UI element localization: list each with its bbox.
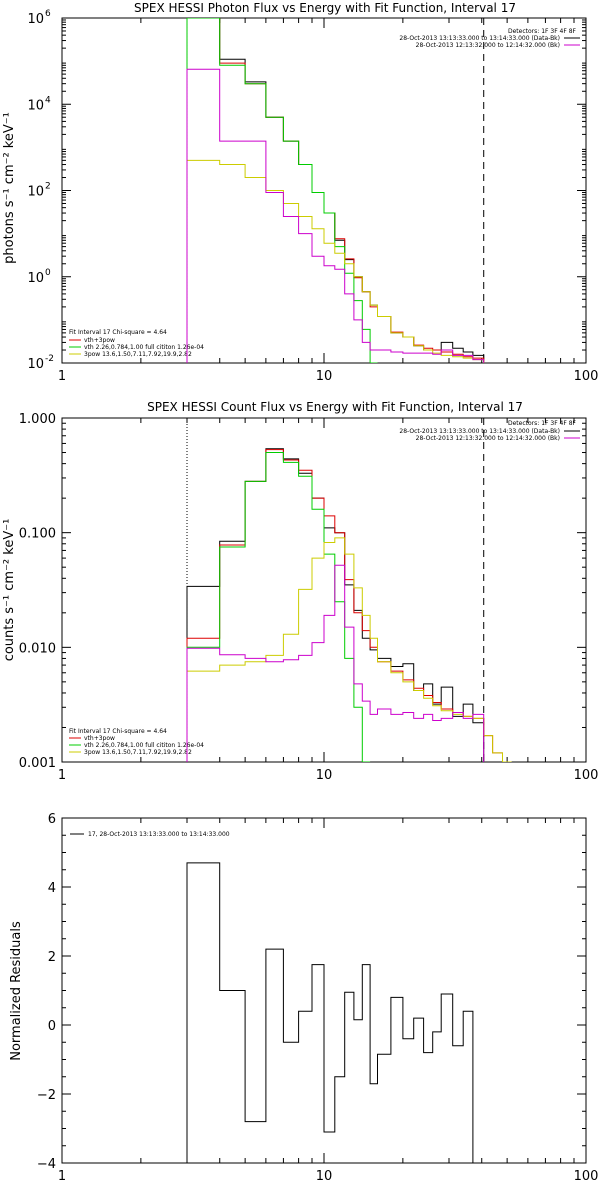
x-tick-label: 1 — [58, 369, 66, 384]
y-tick-exponent: 6 — [45, 9, 51, 19]
y-tick-label: 0.100 — [19, 527, 56, 542]
y-tick-label: 10 — [27, 357, 44, 372]
panel1-legend-tr-header: Detectors: 1F 3F 4F 8F — [508, 28, 577, 35]
plot-frame — [61, 417, 587, 763]
y-tick-label: 10 — [27, 98, 44, 113]
series-line-0 — [186, 862, 474, 1163]
y-tick-label: 1.000 — [19, 412, 56, 427]
y-tick-exponent: 4 — [45, 95, 51, 105]
residuals-panel: Normalized Residuals 17, 28-Oct-2013 13:… — [9, 812, 598, 1184]
panel1-legend-bl-entry-0: vth+3pow — [84, 337, 115, 344]
photon-flux-panel: SPEX HESSI Photon Flux vs Energy with Fi… — [2, 1, 598, 384]
y-tick-label: 0.001 — [19, 756, 56, 771]
x-tick-label: 100 — [574, 369, 599, 384]
series-line-2 — [186, 18, 378, 363]
panel1-legend-tr-entry-1: 28-Oct-2013 12:13:32.000 to 12:14:32.000… — [416, 42, 560, 49]
panel2-ylabel: counts s⁻¹ cm⁻² keV⁻¹ — [2, 519, 17, 662]
x-tick-label: 100 — [574, 768, 599, 783]
panel2-legend-bl-entry-1: vth 2.26,0.784,1.00 full cititon 1.26e-0… — [84, 742, 204, 749]
series-line-4 — [186, 68, 485, 363]
panel2-legend-bl-entry-0: vth+3pow — [84, 735, 115, 742]
y-tick-label: −2 — [37, 1088, 56, 1103]
panel2-legend-tr-entry-0: 28-Oct-2013 13:13:33.000 to 13:14:33.000… — [399, 428, 560, 435]
panel2-legend-tr-header: Detectors: 1F 3F 4F 8F — [508, 420, 577, 427]
panel2-title: SPEX HESSI Count Flux vs Energy with Fit… — [147, 400, 523, 414]
panel3-ylabel: Normalized Residuals — [9, 921, 24, 1061]
series-line-2 — [186, 452, 371, 762]
count-flux-panel: SPEX HESSI Count Flux vs Energy with Fit… — [2, 400, 598, 783]
panel2-legend-tr-entry-1: 28-Oct-2013 12:13:32.000 to 12:14:32.000… — [416, 435, 560, 442]
panel2-legend-bl-entry-2: 3pow 13.6,1.50,7.11,7.92,19.9,2.82 — [84, 749, 192, 756]
y-tick-label: 0 — [48, 1019, 56, 1034]
panel1-legend-bl-entry-1: vth 2.26,0.784,1.00 full cititon 1.26e-0… — [84, 344, 204, 351]
y-tick-exponent: 2 — [45, 182, 51, 192]
y-tick-label: −4 — [37, 1157, 56, 1172]
panel2-legend-bl-header: Fit Interval 17 Chi-square = 4.64 — [69, 728, 167, 735]
x-tick-label: 100 — [574, 1169, 599, 1184]
y-tick-label: 10 — [27, 271, 44, 286]
x-tick-label: 10 — [316, 369, 333, 384]
x-tick-label: 10 — [316, 768, 333, 783]
y-tick-label: 10 — [27, 12, 44, 27]
series-line-3 — [186, 537, 512, 762]
panel1-legend-tr-entry-0: 28-Oct-2013 13:13:33.000 to 13:14:33.000… — [399, 35, 560, 42]
series-line-0 — [186, 18, 485, 363]
panel1-legend-bl-entry-2: 3pow 13.6,1.50,7.11,7.92,19.9,2.82 — [84, 351, 192, 358]
panel3-legend-entry-0: 17, 28-Oct-2013 13:13:33.000 to 13:14:33… — [88, 831, 230, 838]
y-tick-exponent: -2 — [45, 354, 54, 364]
y-tick-label: 10 — [27, 185, 44, 200]
panel1-title: SPEX HESSI Photon Flux vs Energy with Fi… — [134, 1, 516, 15]
plot-frame — [61, 17, 587, 364]
y-tick-label: 4 — [48, 881, 56, 896]
y-tick-exponent: 0 — [45, 268, 51, 278]
series-line-3 — [186, 159, 485, 363]
y-tick-label: 0.010 — [19, 641, 56, 656]
panel1-ylabel: photons s⁻¹ cm⁻² keV⁻¹ — [2, 112, 17, 264]
series-line-1 — [186, 18, 485, 363]
y-tick-label: 6 — [48, 812, 56, 827]
x-tick-label: 1 — [58, 768, 66, 783]
panel1-legend-bl-header: Fit Interval 17 Chi-square = 4.64 — [69, 329, 167, 336]
x-tick-label: 10 — [316, 1169, 333, 1184]
x-tick-label: 1 — [58, 1169, 66, 1184]
series-line-0 — [186, 448, 485, 762]
series-line-4 — [186, 564, 485, 762]
y-tick-label: 2 — [48, 950, 56, 965]
